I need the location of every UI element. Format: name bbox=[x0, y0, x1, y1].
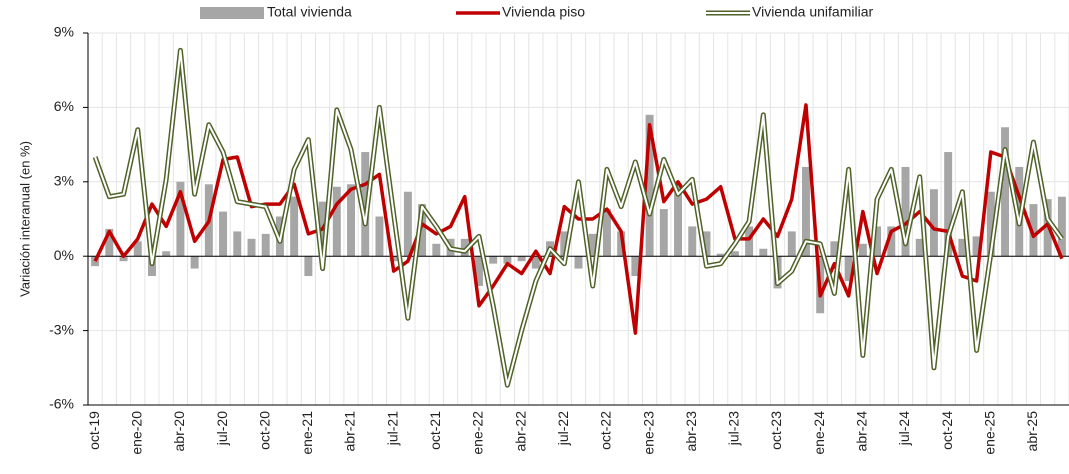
series-line-inner bbox=[94, 49, 1063, 387]
bar bbox=[219, 211, 228, 257]
bar bbox=[958, 238, 967, 257]
x-tick-label: jul-24 bbox=[896, 411, 912, 446]
bar bbox=[418, 204, 427, 257]
bar bbox=[787, 231, 796, 257]
bar bbox=[560, 231, 569, 257]
legend-label: Vivienda unifamiliar bbox=[752, 4, 873, 20]
bar bbox=[531, 256, 540, 269]
bar bbox=[474, 256, 483, 286]
x-tick-label: abr-22 bbox=[512, 411, 528, 452]
bar bbox=[915, 238, 924, 257]
bar bbox=[176, 181, 185, 257]
bar bbox=[233, 231, 242, 257]
x-tick-label: abr-24 bbox=[854, 411, 870, 452]
series-line bbox=[93, 103, 1064, 335]
legend-label: Total vivienda bbox=[267, 4, 352, 20]
bar bbox=[1057, 196, 1066, 257]
bar bbox=[332, 186, 341, 257]
bar bbox=[972, 236, 981, 257]
legend-label: Vivienda piso bbox=[502, 4, 585, 20]
x-tick-label: oct-21 bbox=[427, 411, 443, 450]
bar bbox=[403, 191, 412, 257]
y-tick-label: 9% bbox=[54, 24, 74, 40]
bar bbox=[730, 251, 739, 257]
bar bbox=[645, 114, 654, 257]
bar bbox=[162, 251, 171, 257]
bar bbox=[290, 196, 299, 257]
bar bbox=[432, 243, 441, 257]
bar bbox=[873, 226, 882, 257]
bar bbox=[745, 226, 754, 257]
bar bbox=[830, 241, 839, 257]
bar bbox=[588, 233, 597, 257]
bar bbox=[1001, 127, 1010, 257]
x-tick-label: oct-20 bbox=[256, 411, 272, 450]
bar bbox=[247, 238, 256, 257]
x-tick-label: jul-22 bbox=[555, 411, 571, 446]
x-tick-label: ene-24 bbox=[811, 411, 827, 455]
y-tick-label: -3% bbox=[49, 321, 74, 337]
bar bbox=[716, 253, 725, 257]
bar bbox=[702, 231, 711, 257]
y-tick-label: -6% bbox=[49, 396, 74, 412]
bar bbox=[91, 256, 100, 267]
x-tick-label: oct-24 bbox=[939, 411, 955, 450]
x-tick-label: oct-23 bbox=[768, 411, 784, 450]
legend-swatch bbox=[200, 7, 264, 19]
bar bbox=[190, 256, 199, 269]
x-tick-label: ene-23 bbox=[640, 411, 656, 455]
bar bbox=[460, 238, 469, 257]
bar bbox=[261, 233, 270, 257]
x-tick-label: abr-20 bbox=[171, 411, 187, 452]
bar bbox=[986, 191, 995, 257]
x-tick-label: oct-22 bbox=[598, 411, 614, 450]
bar bbox=[105, 228, 114, 257]
bar bbox=[503, 256, 512, 264]
y-tick-label: 0% bbox=[54, 247, 74, 263]
bar bbox=[347, 184, 356, 257]
x-tick-label: ene-20 bbox=[128, 411, 144, 455]
bar bbox=[119, 256, 128, 262]
bar bbox=[801, 166, 810, 257]
x-tick-label: abr-25 bbox=[1024, 411, 1040, 452]
x-tick-label: ene-22 bbox=[470, 411, 486, 455]
x-tick-label: abr-21 bbox=[342, 411, 358, 452]
bar bbox=[688, 226, 697, 257]
x-tick-label: abr-23 bbox=[683, 411, 699, 452]
bar bbox=[133, 241, 142, 257]
bar bbox=[574, 256, 583, 269]
bar bbox=[1029, 204, 1038, 257]
y-tick-label: 6% bbox=[54, 98, 74, 114]
y-tick-label: 3% bbox=[54, 173, 74, 189]
x-tick-label: ene-21 bbox=[299, 411, 315, 455]
x-tick-label: jul-23 bbox=[726, 411, 742, 446]
bar bbox=[375, 216, 384, 257]
bar bbox=[304, 256, 313, 277]
y-axis-label: Variación interanual (en %) bbox=[17, 141, 32, 297]
bar bbox=[674, 184, 683, 257]
bar bbox=[844, 256, 853, 281]
bar bbox=[602, 209, 611, 257]
bar bbox=[389, 256, 398, 262]
bar bbox=[517, 256, 526, 262]
x-tick-label: jul-21 bbox=[384, 411, 400, 446]
bar bbox=[659, 209, 668, 257]
bar bbox=[929, 189, 938, 257]
x-tick-label: ene-25 bbox=[982, 411, 998, 455]
bar bbox=[759, 248, 768, 257]
bar bbox=[489, 256, 498, 264]
x-tick-label: jul-20 bbox=[214, 411, 230, 446]
bar bbox=[631, 256, 640, 277]
x-tick-label: oct-19 bbox=[86, 411, 102, 450]
bar bbox=[944, 152, 953, 257]
bar bbox=[887, 226, 896, 257]
bar bbox=[858, 243, 867, 257]
bar bbox=[901, 166, 910, 257]
